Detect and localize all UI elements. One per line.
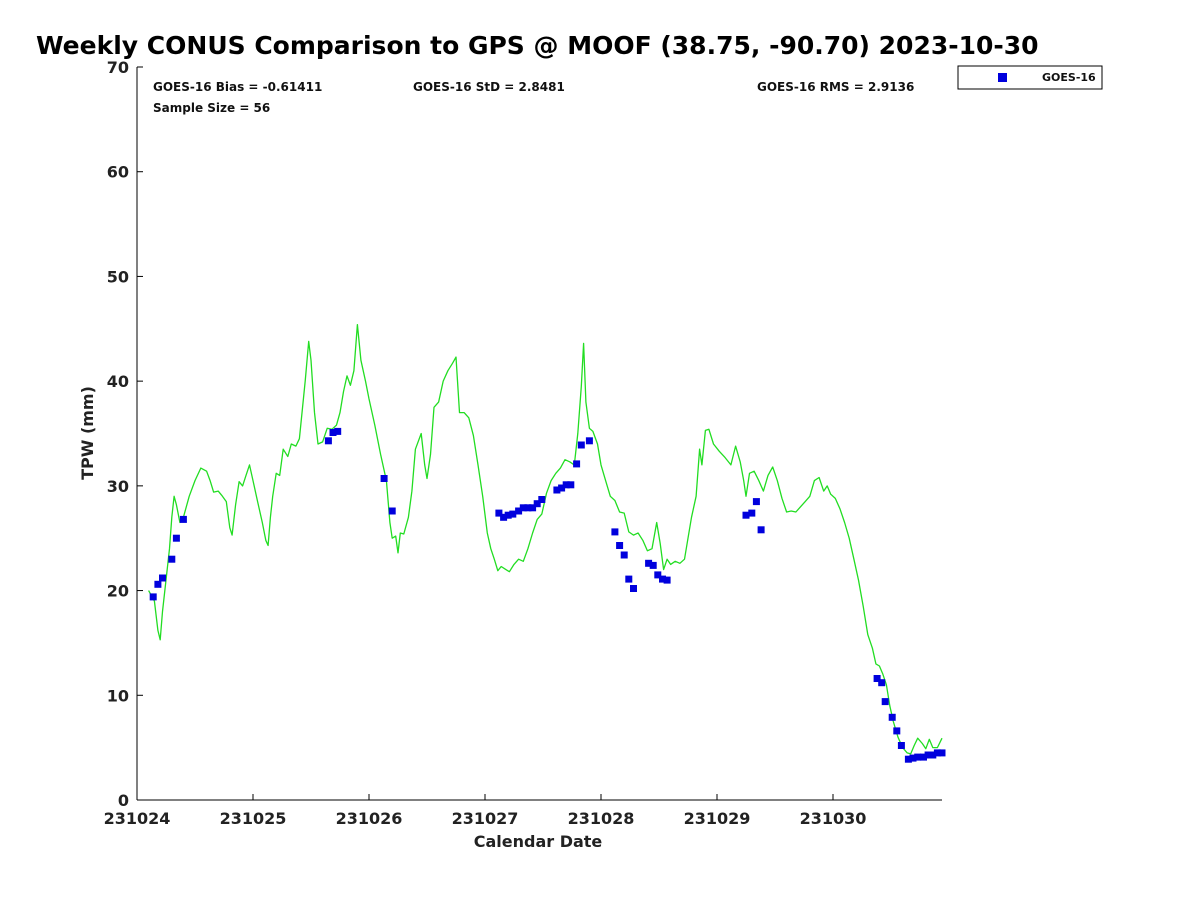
stats-block: GOES-16 Bias = -0.61411 GOES-16 StD = 2.… bbox=[153, 80, 914, 115]
data-point bbox=[334, 427, 342, 435]
chart-title: Weekly CONUS Comparison to GPS @ MOOF (3… bbox=[36, 31, 1039, 60]
data-point bbox=[500, 513, 508, 521]
stat-sample-size: Sample Size = 56 bbox=[153, 101, 270, 115]
data-point bbox=[929, 751, 937, 759]
x-tick-label: 231027 bbox=[452, 809, 519, 828]
y-tick-label: 60 bbox=[107, 163, 129, 182]
y-tick-label: 70 bbox=[107, 58, 129, 77]
data-point bbox=[904, 755, 912, 763]
data-point bbox=[585, 437, 593, 445]
data-point bbox=[495, 509, 503, 517]
data-point bbox=[742, 511, 750, 519]
y-tick-label: 40 bbox=[107, 372, 129, 391]
data-point bbox=[873, 675, 881, 682]
y-ticks: 0 10 20 30 40 50 60 70 bbox=[107, 58, 143, 810]
data-point bbox=[888, 713, 896, 721]
data-point bbox=[380, 475, 388, 482]
data-point bbox=[654, 571, 662, 579]
data-point bbox=[154, 580, 162, 588]
data-point bbox=[567, 481, 575, 489]
data-point bbox=[748, 509, 756, 517]
data-point bbox=[938, 749, 946, 757]
x-tick-label: 231026 bbox=[336, 809, 403, 828]
y-tick-label: 20 bbox=[107, 582, 129, 601]
x-ticks: 231024 231025 231026 231027 231028 231029 2310… bbox=[104, 794, 867, 828]
data-point bbox=[616, 542, 624, 549]
y-tick-label: 30 bbox=[107, 477, 129, 496]
data-point bbox=[645, 559, 653, 567]
stat-std: GOES-16 StD = 2.8481 bbox=[413, 80, 565, 94]
data-point bbox=[519, 504, 527, 512]
data-point bbox=[663, 576, 671, 584]
x-tick-label: 231028 bbox=[568, 809, 635, 828]
legend-label: GOES-16 bbox=[1042, 71, 1096, 84]
data-point bbox=[924, 751, 932, 759]
data-point bbox=[329, 429, 337, 436]
data-point bbox=[159, 574, 166, 582]
x-tick-label: 231029 bbox=[684, 809, 751, 828]
data-point bbox=[881, 698, 889, 706]
y-tick-label: 50 bbox=[107, 267, 129, 286]
data-point bbox=[529, 504, 537, 512]
stat-bias: GOES-16 Bias = -0.61411 bbox=[153, 80, 322, 94]
data-point bbox=[625, 575, 633, 583]
gps-line bbox=[148, 323, 943, 755]
data-point bbox=[752, 498, 760, 506]
y-tick-label: 0 bbox=[118, 791, 129, 810]
x-tick-label: 231024 bbox=[104, 809, 171, 828]
data-point bbox=[515, 507, 523, 515]
data-point bbox=[538, 496, 546, 503]
data-point bbox=[179, 515, 187, 523]
plot-area bbox=[136, 67, 942, 801]
gps-line-series bbox=[148, 323, 943, 755]
data-point bbox=[172, 534, 180, 542]
data-point bbox=[509, 510, 517, 518]
legend-marker bbox=[998, 73, 1007, 82]
data-point bbox=[611, 528, 619, 536]
x-tick-label: 231025 bbox=[220, 809, 287, 828]
legend-box bbox=[957, 65, 1103, 90]
data-point bbox=[324, 437, 332, 445]
data-point bbox=[577, 441, 585, 449]
data-point bbox=[659, 575, 666, 583]
data-point bbox=[897, 742, 905, 749]
data-point bbox=[168, 555, 176, 563]
stat-rms: GOES-16 RMS = 2.9136 bbox=[757, 80, 914, 94]
data-point bbox=[914, 753, 922, 761]
data-point bbox=[630, 585, 637, 592]
goes16-points bbox=[149, 427, 946, 763]
legend: GOES-16 bbox=[957, 65, 1103, 90]
data-point bbox=[553, 486, 561, 494]
data-point bbox=[149, 593, 157, 601]
data-point bbox=[920, 753, 927, 761]
data-point bbox=[757, 526, 765, 534]
data-point bbox=[878, 679, 886, 687]
data-point bbox=[573, 460, 581, 468]
data-point bbox=[558, 484, 566, 492]
x-tick-label: 231030 bbox=[800, 809, 867, 828]
y-tick-label: 10 bbox=[107, 686, 129, 705]
x-axis-label: Calendar Date bbox=[474, 832, 603, 851]
data-point bbox=[524, 504, 532, 512]
data-point bbox=[504, 511, 512, 519]
y-axis-label: TPW (mm) bbox=[78, 386, 97, 480]
data-point bbox=[909, 754, 917, 762]
data-point bbox=[933, 749, 941, 757]
data-point bbox=[533, 500, 541, 508]
data-point bbox=[388, 507, 396, 515]
data-point bbox=[620, 551, 628, 559]
data-point bbox=[649, 561, 657, 569]
data-point bbox=[562, 481, 570, 489]
data-point bbox=[893, 727, 901, 735]
